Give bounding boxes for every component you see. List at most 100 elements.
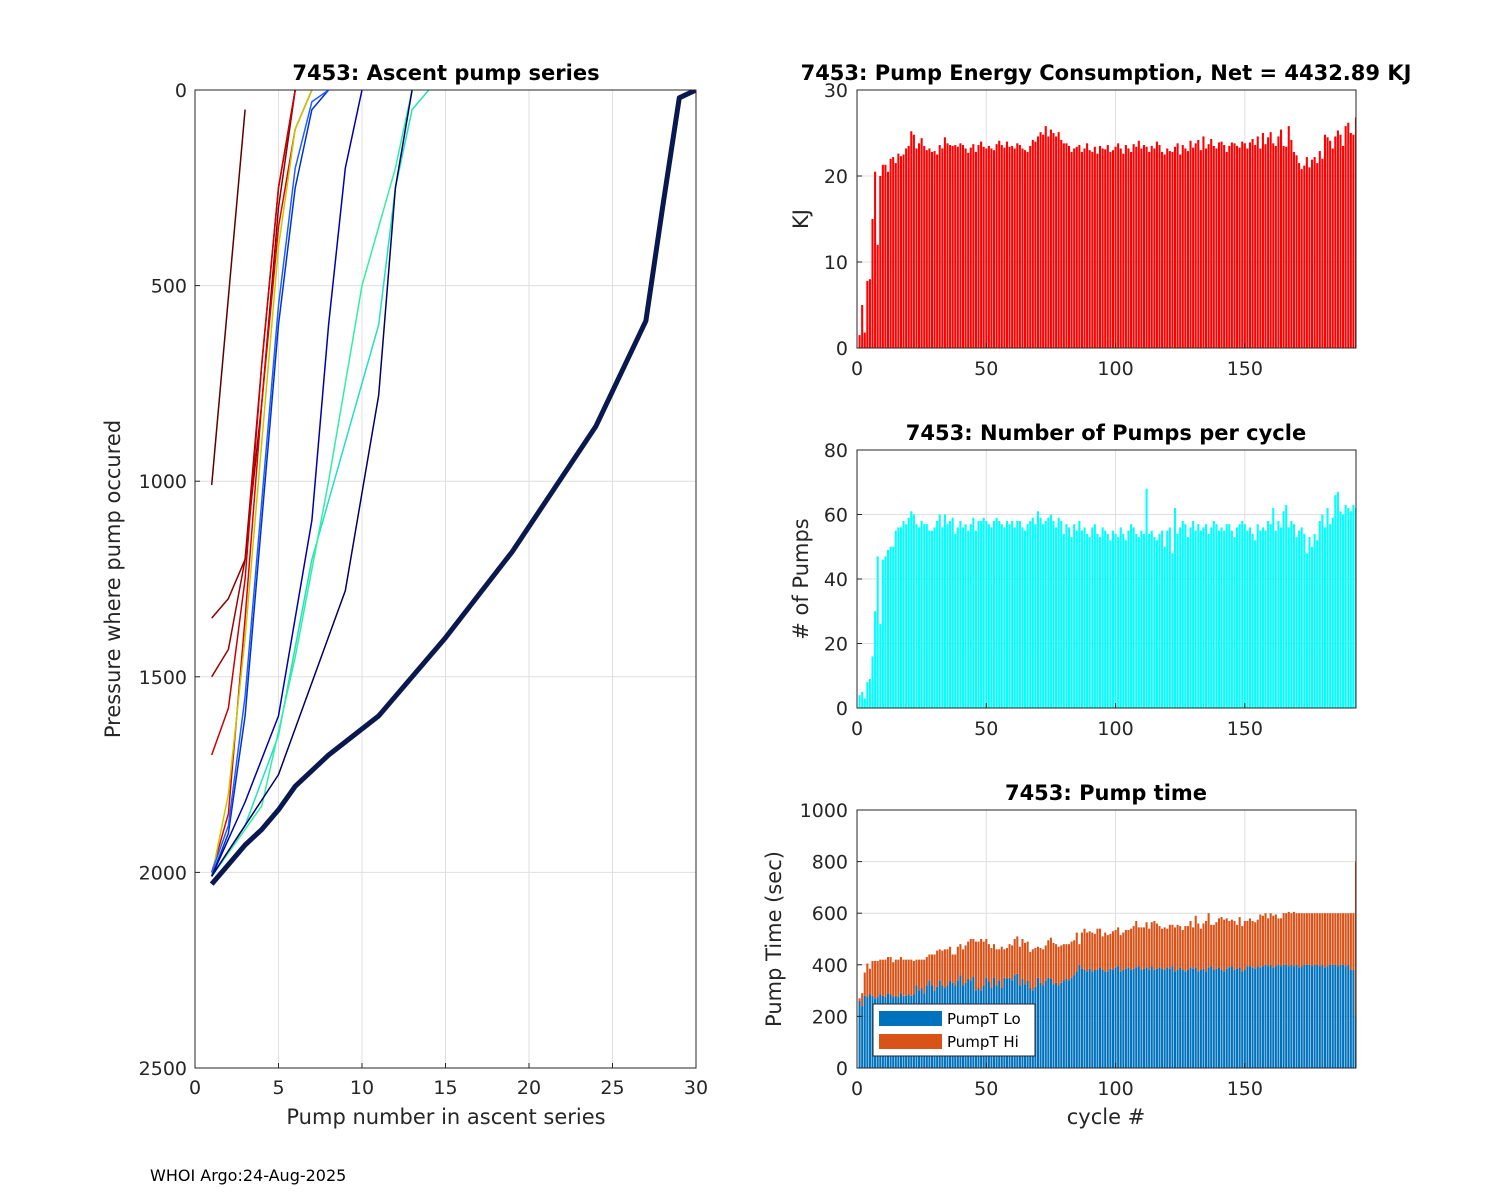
bar xyxy=(1321,158,1324,348)
bar xyxy=(1352,504,1355,708)
bar xyxy=(1194,530,1197,709)
bar-pumpt-lo xyxy=(1173,971,1177,1068)
bar-pumpt-hi xyxy=(1114,929,1117,968)
bar xyxy=(933,527,936,708)
y-tick-label: 2500 xyxy=(139,1058,187,1080)
bar xyxy=(892,157,895,348)
bar-pumpt-lo xyxy=(1052,984,1055,1068)
bar xyxy=(1246,148,1249,348)
bar xyxy=(1349,511,1352,708)
bar-pumpt-hi xyxy=(1008,944,1011,978)
bar xyxy=(1070,537,1073,708)
bar-pumpt-lo xyxy=(1207,967,1210,1068)
bar-pumpt-hi xyxy=(1339,913,1342,965)
bar-pumpt-hi xyxy=(858,998,861,1001)
series-line-early-1 xyxy=(210,109,246,486)
bar-pumpt-lo xyxy=(1117,966,1120,1068)
bar-pumpt-lo xyxy=(1166,967,1169,1068)
bar-pumpt-hi xyxy=(907,959,910,995)
bar xyxy=(923,145,926,348)
bar xyxy=(1248,527,1252,708)
series-line-late-navy xyxy=(211,90,413,877)
series-lines xyxy=(209,90,696,886)
bar-pumpt-lo xyxy=(1057,985,1060,1068)
bar xyxy=(1254,540,1257,708)
bar xyxy=(1070,151,1073,348)
bar-pumpt-lo xyxy=(1140,969,1143,1068)
bar xyxy=(928,148,931,348)
bar-pumpt-hi xyxy=(1042,949,1045,986)
bar xyxy=(1261,527,1264,708)
bar-pumpt-lo xyxy=(1323,967,1327,1068)
bar xyxy=(1080,530,1083,709)
bar xyxy=(863,698,866,708)
y-tick-label: 0 xyxy=(836,1058,848,1080)
bar xyxy=(1316,540,1319,708)
x-tick-label: 0 xyxy=(851,718,863,740)
bar xyxy=(964,148,967,348)
bar xyxy=(1334,495,1337,708)
bar xyxy=(1243,524,1246,708)
bar xyxy=(941,148,944,348)
bar xyxy=(982,146,985,348)
bar-pumpt-lo xyxy=(1189,967,1192,1068)
bar-pumpt-hi xyxy=(902,959,905,996)
bar-pumpt-hi xyxy=(1241,926,1244,972)
bar xyxy=(1316,163,1319,348)
bar xyxy=(1155,540,1158,708)
bar xyxy=(980,141,983,348)
bar-pumpt-hi xyxy=(1109,933,1112,969)
bar-pumpt-hi xyxy=(889,957,892,995)
ascent-pump-series-panel: 0 5 10 15 20 25 30 0 500 1000 1500 2000 2500 7453: A… xyxy=(101,61,708,1129)
bar-pumpt-hi xyxy=(959,944,962,976)
series-line-early-2 xyxy=(211,90,296,619)
bar xyxy=(1148,533,1151,708)
bar-pumpt-hi xyxy=(1135,920,1138,968)
bar xyxy=(1300,169,1303,348)
bar-pumpt-hi xyxy=(1184,926,1187,972)
bar xyxy=(879,176,882,348)
bar xyxy=(1274,145,1277,348)
x-tick-label: 30 xyxy=(684,1077,708,1099)
bar-pumpt-hi xyxy=(1230,919,1233,967)
bar xyxy=(972,517,975,708)
bar xyxy=(876,556,879,708)
bar xyxy=(1161,530,1164,709)
bar-pumpt-hi xyxy=(972,939,975,977)
bar-pumpt-hi xyxy=(1285,913,1288,965)
bar-pumpt-lo xyxy=(1070,977,1073,1068)
bar-pumpt-hi xyxy=(1303,913,1306,965)
bar-pumpt-hi xyxy=(1163,927,1166,970)
bar-pumpt-hi xyxy=(1212,924,1215,970)
bar xyxy=(993,150,996,348)
bar-pumpt-hi xyxy=(1181,929,1184,970)
bar-pumpt-lo xyxy=(1122,969,1125,1068)
bar-pumpt-lo xyxy=(1321,964,1324,1068)
bar-pumpt-hi xyxy=(1150,922,1153,967)
legend-label-pumpt-lo: PumpT Lo xyxy=(947,1010,1021,1028)
bar-pumpt-lo xyxy=(1205,971,1208,1068)
bar xyxy=(1241,520,1244,708)
legend-swatch-pumpt-hi xyxy=(879,1034,942,1049)
bar-pumpt-hi xyxy=(1298,913,1301,968)
bar-pumpt-lo xyxy=(1186,969,1189,1068)
bar xyxy=(1031,517,1034,708)
bar xyxy=(905,148,908,348)
bar-pumpt-hi xyxy=(1277,918,1280,965)
y-tick-label: 1500 xyxy=(139,667,187,689)
bar xyxy=(1062,533,1065,708)
bar xyxy=(1036,511,1040,708)
bar-pumpt-hi xyxy=(1217,918,1220,968)
bar-pumpt-lo xyxy=(1256,966,1259,1068)
bar xyxy=(1003,147,1006,348)
y-tick-label: 30 xyxy=(824,80,848,102)
bar xyxy=(1277,136,1280,348)
bar xyxy=(1230,142,1233,348)
bar xyxy=(1274,530,1277,709)
bar xyxy=(972,144,975,348)
bar xyxy=(1055,527,1058,708)
bar-pumpt-hi xyxy=(936,950,939,987)
bar-pumpt-lo xyxy=(1088,968,1091,1068)
bar-pumpt-lo xyxy=(1179,967,1182,1068)
